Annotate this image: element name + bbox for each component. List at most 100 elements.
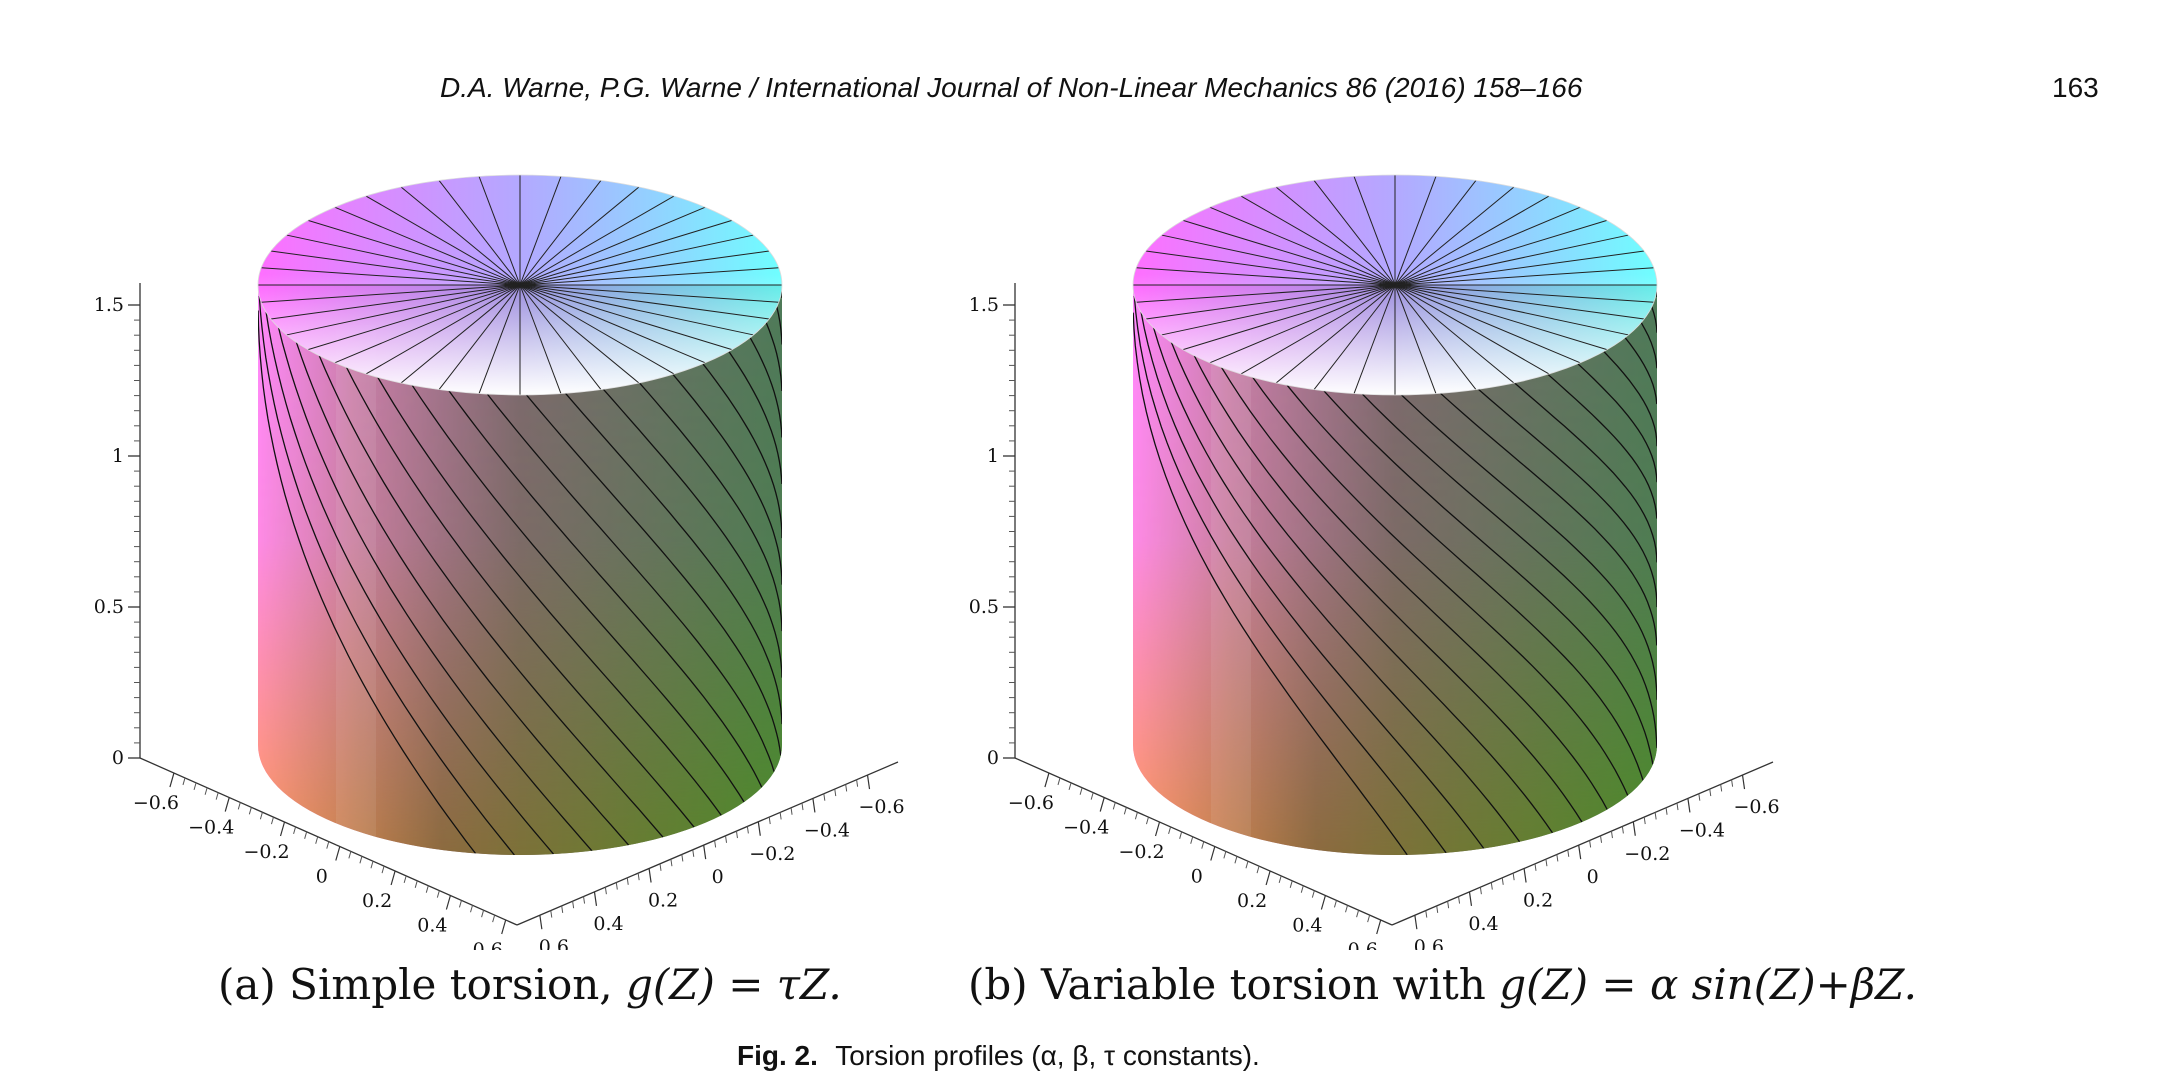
left-floor-minor-tick	[1234, 856, 1238, 864]
right-floor-minor-tick	[1600, 835, 1603, 843]
top-spoke	[519, 284, 706, 364]
top-spoke	[1161, 284, 1396, 336]
right-floor-tick	[1468, 891, 1473, 906]
top-spoke	[1145, 284, 1396, 320]
left-floor-tick	[1099, 797, 1105, 812]
top-spoke	[1161, 234, 1396, 286]
top-spoke	[1313, 284, 1396, 390]
left-floor-minor-tick	[1356, 910, 1360, 918]
left-floor-minor-tick	[1256, 865, 1260, 874]
top-spoke	[365, 284, 521, 375]
top-spoke	[1394, 284, 1608, 351]
top-spoke	[519, 284, 779, 303]
top-spoke	[1275, 284, 1396, 384]
left-floor-minor-tick	[1179, 831, 1183, 839]
panel-a-plot: 0 0.5 1 1.5 −0.6 −0.4 −0.2 0 0.2 0.4 0.6 0.6 0.4 0.2 0…	[94, 174, 905, 950]
right-floor-tick	[1523, 868, 1527, 883]
twist-line	[1547, 373, 1657, 519]
right-floor-minor-tick	[735, 831, 738, 839]
top-spoke	[1353, 284, 1396, 394]
left-floor-minor-tick	[215, 792, 219, 800]
right-floor-minor-tick	[801, 803, 804, 811]
running-head: D.A. Warne, P.G. Warne / International J…	[440, 72, 1583, 103]
floor-axis-left	[139, 757, 518, 926]
top-spoke	[438, 180, 521, 286]
right-floor-minor-tick	[626, 877, 629, 885]
vertical-tick-label: 1.5	[969, 294, 999, 316]
top-spoke	[1394, 284, 1629, 336]
right-floor-minor-tick	[1436, 905, 1439, 913]
twist-line	[411, 384, 745, 803]
twist-line	[277, 327, 593, 852]
left-floor-tick-label: 0.2	[362, 890, 392, 912]
top-spoke	[519, 180, 602, 286]
top-spoke	[519, 284, 675, 375]
left-floor-minor-tick	[492, 914, 496, 923]
top-spoke	[519, 284, 562, 394]
twist-line	[295, 342, 630, 846]
right-floor-tick-label: 0.6	[539, 936, 569, 950]
twist-line	[1624, 337, 1657, 405]
left-floor-tick	[1044, 772, 1050, 788]
left-floor-tick	[501, 919, 507, 935]
twist-line	[448, 390, 763, 788]
left-floor-minor-tick	[481, 910, 485, 918]
left-floor-minor-tick	[359, 856, 363, 864]
left-floor-minor-tick	[1367, 914, 1371, 923]
right-floor-minor-tick	[1490, 882, 1493, 890]
right-floor-tick	[593, 891, 598, 906]
twist-line	[672, 373, 782, 585]
twist-line	[1133, 312, 1408, 855]
top-spoke	[286, 284, 521, 336]
cylinder-side-lower-colour	[1133, 285, 1657, 855]
left-floor-minor-tick	[1079, 787, 1083, 795]
subcaption-b-label: (b)	[968, 960, 1028, 1009]
top-spoke	[334, 206, 521, 286]
twist-line	[1252, 377, 1629, 796]
top-spoke	[519, 186, 640, 286]
right-floor-tick-label: 0.4	[1468, 913, 1498, 935]
right-floor-minor-tick	[1425, 910, 1428, 918]
right-floor-minor-tick	[1621, 826, 1624, 834]
twist-line	[1323, 390, 1654, 765]
left-floor-minor-tick	[204, 787, 208, 795]
top-spoke	[1394, 195, 1550, 286]
right-floor-minor-tick	[572, 901, 575, 909]
twist-line	[776, 306, 782, 345]
subcaption-a: (a) Simple torsion, g(Z) = τZ.	[218, 960, 842, 1009]
right-floor-minor-tick	[1731, 779, 1734, 787]
top-spoke	[1209, 206, 1396, 286]
cylinder-side-lower-colour	[258, 285, 782, 855]
right-floor-minor-tick	[1567, 849, 1570, 857]
right-floor-minor-tick	[1479, 887, 1482, 895]
right-floor-minor-tick	[615, 882, 618, 890]
twist-line	[1603, 350, 1657, 447]
right-floor-minor-tick	[725, 835, 728, 843]
left-floor-minor-tick	[1300, 885, 1304, 893]
left-floor-minor-tick	[1057, 777, 1061, 786]
right-floor-minor-tick	[1589, 840, 1592, 848]
left-floor-tick-label: 0.2	[1237, 890, 1267, 912]
twist-line	[258, 295, 515, 855]
top-spoke	[1313, 180, 1396, 286]
right-floor-minor-tick	[714, 840, 717, 848]
left-floor-tick-label: 0.6	[1348, 939, 1378, 950]
left-floor-minor-tick	[1345, 905, 1348, 913]
cylinder-highlight-band	[336, 325, 376, 845]
top-spoke	[1394, 267, 1654, 286]
top-spoke	[261, 267, 521, 286]
left-floor-tick-label: −0.6	[133, 792, 179, 814]
twist-line	[1514, 382, 1657, 563]
left-floor-minor-tick	[425, 885, 429, 893]
top-spoke	[519, 267, 779, 286]
twist-line	[1651, 306, 1657, 333]
subcaption-b: (b) Variable torsion with g(Z) = α sin(Z…	[968, 960, 1917, 1009]
left-floor-minor-tick	[436, 890, 440, 898]
left-floor-minor-tick	[248, 807, 252, 815]
left-floor-minor-tick	[1311, 890, 1315, 898]
top-spoke	[1209, 284, 1396, 364]
right-floor-minor-tick	[604, 887, 607, 895]
top-spoke	[1275, 186, 1396, 286]
right-floor-tick	[1578, 845, 1582, 860]
right-floor-minor-tick	[856, 779, 859, 787]
